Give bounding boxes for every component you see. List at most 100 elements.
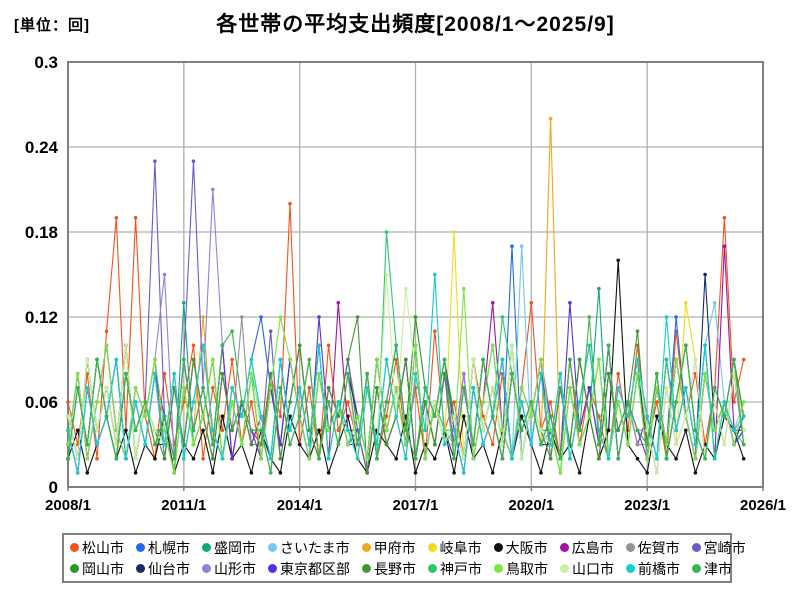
y-tick-label: 0.3	[34, 53, 58, 72]
series-point	[346, 371, 350, 376]
series-point	[66, 442, 70, 447]
series-point	[259, 442, 263, 447]
series-point	[732, 428, 736, 433]
series-point	[297, 442, 302, 447]
series-point	[220, 414, 225, 419]
series-point	[268, 456, 273, 461]
legend-item: 神戸市	[428, 559, 482, 579]
series-point	[558, 471, 563, 475]
legend-item-label: 札幌市	[148, 539, 190, 556]
series-point	[674, 428, 678, 433]
series-point	[471, 442, 476, 447]
series-point	[529, 400, 534, 404]
series-point	[568, 301, 572, 305]
x-tick-label: 2008/1	[45, 497, 91, 514]
series-point	[510, 343, 514, 348]
series-point	[95, 357, 99, 362]
legend-item: 津市	[692, 559, 732, 579]
series-point	[693, 456, 698, 461]
series-point	[481, 442, 485, 447]
series-point	[172, 471, 176, 475]
series-point	[413, 386, 418, 390]
series-point	[568, 442, 572, 447]
series-point	[548, 442, 553, 447]
series-point	[191, 357, 196, 362]
legend-item-label: 宮崎市	[703, 539, 746, 556]
series-point	[645, 428, 649, 433]
series-point	[288, 201, 292, 206]
series-point	[529, 414, 534, 419]
legend-item-label: 長野市	[374, 560, 416, 577]
series-point	[548, 400, 553, 404]
legend-dot-icon	[493, 543, 503, 552]
series-point	[317, 343, 321, 348]
series-point	[433, 414, 437, 419]
series-point	[693, 357, 698, 362]
series-point	[510, 456, 514, 461]
series-point	[732, 442, 736, 447]
chart-title: 各世帯の平均支出頻度[2008/1～2025/9]	[216, 13, 615, 36]
series-point	[664, 386, 669, 390]
series-point	[326, 343, 331, 348]
series-point	[558, 456, 563, 461]
series-point	[626, 414, 630, 419]
legend-item-label: 松山市	[82, 539, 124, 556]
legend-item: 岐阜市	[427, 538, 482, 558]
series-point	[597, 442, 601, 447]
series-point	[394, 343, 399, 348]
series-point	[326, 471, 331, 475]
series-point	[268, 371, 273, 376]
series-point	[539, 471, 543, 475]
series-point	[220, 343, 225, 348]
series-point	[500, 442, 505, 447]
series-point	[500, 315, 505, 319]
series-point	[577, 400, 582, 404]
series-point	[490, 471, 495, 475]
series-point	[616, 371, 620, 376]
series-point	[288, 400, 292, 404]
series-point	[365, 371, 370, 376]
series-point	[606, 343, 611, 348]
series-point	[433, 400, 437, 404]
series-point	[182, 456, 186, 461]
series-point	[85, 357, 90, 362]
series-point	[587, 386, 592, 390]
series-point	[519, 456, 524, 461]
series-point	[191, 400, 196, 404]
series-point	[645, 471, 649, 475]
series-point	[597, 286, 601, 291]
x-tick-label: 2023/1	[624, 497, 670, 514]
series-point	[529, 301, 534, 305]
series-point	[490, 343, 495, 348]
series-point	[75, 471, 80, 475]
series-point	[423, 386, 428, 390]
series-point	[616, 258, 620, 263]
series-point	[172, 386, 176, 390]
series-point	[471, 357, 476, 362]
series-point	[703, 371, 707, 376]
series-point	[153, 159, 157, 163]
series-point	[577, 471, 582, 475]
series-point	[85, 442, 90, 447]
series-point	[741, 428, 746, 433]
series-point	[326, 456, 331, 461]
series-point	[143, 442, 147, 447]
series-point	[684, 301, 688, 305]
legend-dot-icon	[428, 564, 437, 573]
series-point	[317, 371, 321, 376]
series-point	[490, 386, 495, 390]
series-point	[703, 456, 707, 461]
series-point	[722, 400, 727, 404]
series-point	[404, 286, 408, 291]
series-point	[722, 414, 727, 419]
series-point	[75, 371, 80, 376]
series-point	[413, 315, 418, 319]
series-point	[510, 371, 514, 376]
legend-item: 甲府市	[361, 538, 416, 558]
series-point	[490, 414, 495, 419]
series-point	[143, 414, 147, 419]
series-point	[481, 414, 485, 419]
series-point	[452, 428, 456, 433]
series-point	[278, 315, 283, 319]
series-point	[519, 386, 524, 390]
